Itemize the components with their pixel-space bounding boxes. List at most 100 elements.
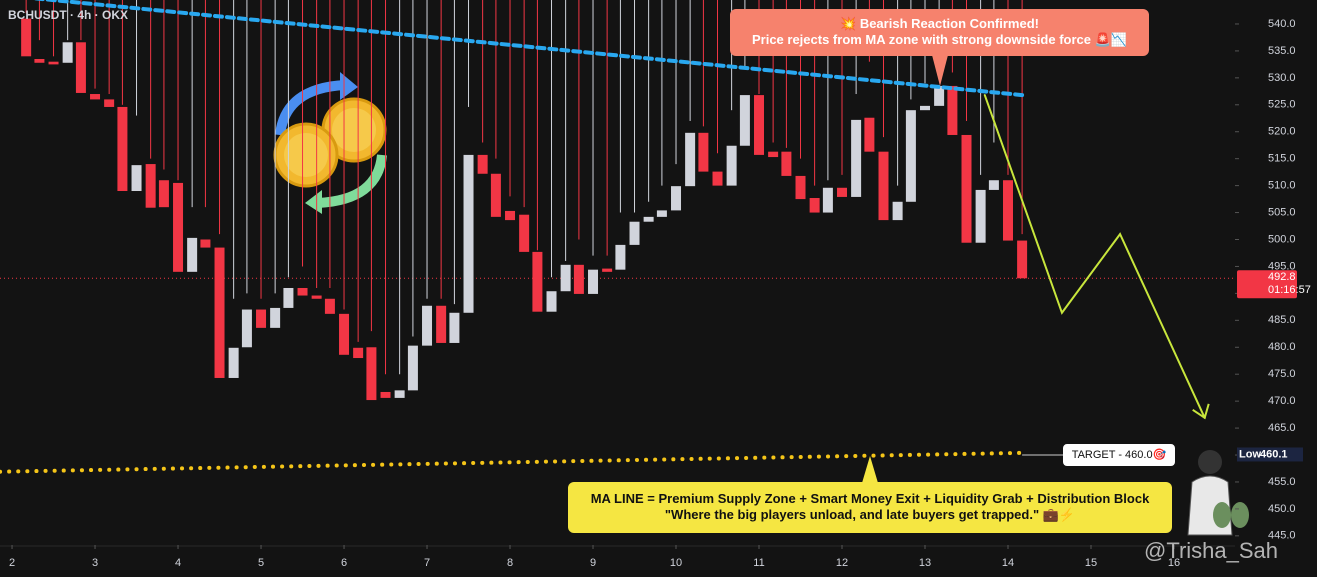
- candle-body: [48, 61, 59, 65]
- callout-bottom: MA LINE = Premium Supply Zone + Smart Mo…: [568, 482, 1172, 533]
- x-tick-label: 8: [507, 557, 513, 569]
- candle-body: [698, 132, 709, 172]
- candle-body: [270, 307, 281, 328]
- target-box: [1063, 444, 1175, 467]
- candle-body: [90, 94, 101, 100]
- candle-body: [947, 85, 958, 135]
- x-tick-label: 11: [753, 557, 764, 569]
- ma-line: [31, 0, 1025, 98]
- candle-body: [837, 187, 848, 197]
- y-tick-label: 485.0: [1268, 314, 1296, 326]
- candle-body: [422, 305, 433, 346]
- x-tick-label: 5: [258, 557, 264, 569]
- candle-body: [104, 99, 115, 107]
- x-tick-label: 2: [9, 557, 15, 569]
- candle-body: [173, 182, 184, 272]
- candle-body: [615, 244, 626, 270]
- support-line: [0, 450, 1025, 474]
- candle-body: [241, 309, 252, 348]
- x-tick-label: 12: [836, 557, 848, 569]
- candle-body: [546, 291, 557, 312]
- candle-body: [34, 58, 45, 63]
- candle-body: [809, 198, 820, 213]
- last-price-label: 492.8: [1268, 271, 1296, 283]
- y-tick-label: 530.0: [1268, 72, 1296, 84]
- candle-body: [353, 347, 364, 359]
- candle-body: [739, 95, 750, 146]
- candle-body: [822, 187, 833, 213]
- candle-body: [878, 151, 889, 221]
- y-tick-label: 515.0: [1268, 153, 1296, 165]
- low-tag-label: Low: [1239, 448, 1261, 460]
- candle-body: [1017, 240, 1028, 279]
- character-figure: [1187, 450, 1249, 536]
- candle-body: [905, 110, 916, 202]
- candle-body: [671, 186, 682, 211]
- candle-body: [283, 287, 294, 308]
- candle-body: [366, 347, 377, 401]
- candle-body: [712, 171, 723, 186]
- y-tick-label: 445.0: [1268, 530, 1296, 542]
- candle-body: [394, 390, 405, 398]
- candle-body: [781, 151, 792, 176]
- candle-body: [851, 119, 862, 197]
- candle-body: [228, 347, 239, 378]
- candle-body: [754, 95, 765, 155]
- candle-body: [214, 247, 225, 378]
- candle-body: [519, 214, 530, 252]
- candle-body: [988, 180, 999, 190]
- x-tick-label: 13: [919, 557, 931, 569]
- callout-line: "Where the big players unload, and late …: [664, 507, 1076, 522]
- x-tick-label: 10: [670, 557, 682, 569]
- candle-body: [588, 269, 599, 294]
- candle-body: [961, 134, 972, 243]
- last-price-tag: [1237, 270, 1297, 299]
- candle-body: [934, 85, 945, 106]
- x-tick-label: 9: [590, 557, 596, 569]
- plot-area: [0, 0, 1235, 474]
- candle-body: [339, 313, 350, 355]
- candle-body: [490, 173, 501, 217]
- candle-body: [629, 221, 640, 245]
- candle-body: [573, 264, 584, 294]
- watermark: @Trisha_Sah: [1144, 538, 1278, 563]
- candle-body: [768, 151, 779, 158]
- candle-body: [62, 42, 73, 63]
- callout-top: 💥 Bearish Reaction Confirmed! Price reje…: [730, 9, 1149, 56]
- y-tick-label: 475.0: [1268, 368, 1296, 380]
- y-tick-label: 450.0: [1268, 503, 1296, 515]
- projection-arrow: [1192, 403, 1210, 420]
- candle-body: [117, 106, 128, 192]
- y-tick-label: 535.0: [1268, 45, 1296, 57]
- candle-body: [380, 391, 391, 398]
- candle-body: [975, 189, 986, 243]
- candle-body: [145, 164, 156, 208]
- x-tick-label: 7: [424, 557, 430, 569]
- x-tick-label: 15: [1085, 557, 1097, 569]
- y-tick-label: 480.0: [1268, 341, 1296, 353]
- candle-body: [449, 312, 460, 343]
- y-tick-label: 495.0: [1268, 260, 1296, 272]
- x-tick-label: 4: [175, 557, 181, 569]
- candle-body: [158, 180, 169, 208]
- candle-body: [685, 132, 696, 187]
- x-tick-label: 14: [1002, 557, 1014, 569]
- callout-line: MA LINE = Premium Supply Zone + Smart Mo…: [590, 491, 1150, 506]
- y-tick-label: 525.0: [1268, 99, 1296, 111]
- x-tick-label: 6: [341, 557, 347, 569]
- candle-body: [864, 117, 875, 152]
- low-tag-bg: [1237, 447, 1303, 462]
- candle-body: [436, 305, 447, 343]
- y-tick-label: 540.0: [1268, 18, 1296, 30]
- candle-body: [256, 309, 267, 328]
- candle-body: [726, 145, 737, 186]
- projection-line: [983, 94, 1206, 419]
- x-tick-label: 16: [1168, 557, 1180, 569]
- callout-line: Price rejects from MA zone with strong d…: [751, 32, 1127, 47]
- candle-body: [1003, 180, 1014, 241]
- y-tick-label: 510.0: [1268, 180, 1296, 192]
- candle-body: [795, 175, 806, 200]
- candle-body: [602, 268, 613, 272]
